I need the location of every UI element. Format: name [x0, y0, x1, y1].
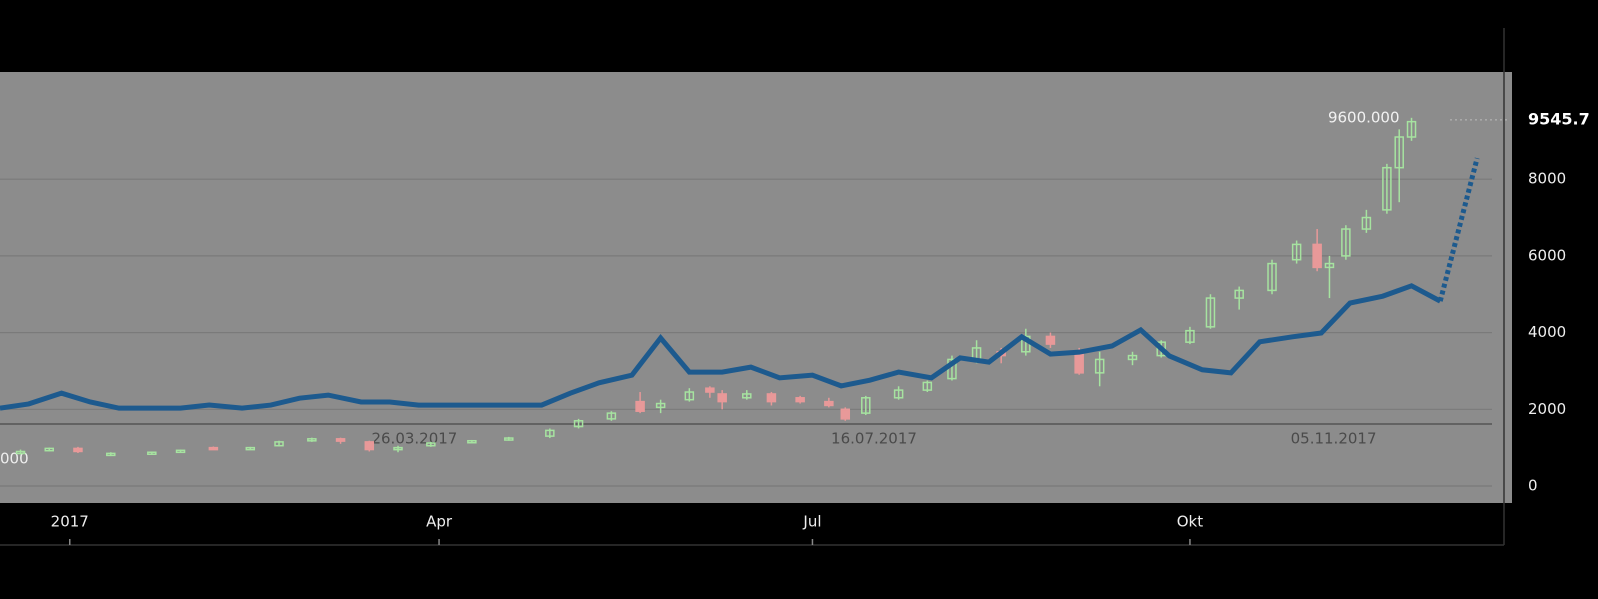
candle-body	[573, 420, 584, 428]
candle-body	[175, 449, 186, 454]
candle-body	[147, 451, 157, 455]
candle-body	[1127, 354, 1138, 361]
candle-body	[861, 397, 871, 414]
candle-body	[635, 400, 645, 412]
y-tick-label: 4000	[1528, 323, 1566, 341]
candle-body	[245, 446, 256, 451]
candle-body	[208, 446, 219, 451]
candle-body	[840, 408, 851, 420]
candle-body	[364, 441, 375, 451]
candle-body	[1291, 243, 1302, 261]
candle-body	[1406, 120, 1417, 138]
x-tick-label: Okt	[1177, 513, 1203, 531]
candle-body	[274, 441, 284, 447]
candle-body	[15, 450, 26, 455]
candle-body	[893, 389, 904, 399]
candle-body	[1074, 351, 1084, 374]
y-tick-label: 6000	[1528, 246, 1566, 264]
candle-body	[922, 381, 933, 391]
date-annotation: 16.07.2017	[831, 430, 917, 448]
candle-body	[106, 452, 116, 457]
candle-body	[504, 437, 514, 441]
candle-body	[684, 391, 695, 401]
candle-body	[467, 439, 477, 444]
candle-body	[742, 393, 752, 399]
candle-body	[705, 387, 715, 393]
line-series	[1437, 157, 1480, 302]
candle-body	[1205, 297, 1216, 328]
candle-body	[1361, 216, 1372, 230]
plot-panel	[0, 72, 1512, 503]
candle-body	[1094, 358, 1105, 374]
candle-body	[717, 393, 727, 403]
candle-body	[1267, 262, 1277, 292]
candle-body	[426, 442, 436, 447]
candle-body	[766, 393, 777, 403]
candle-body	[73, 447, 83, 453]
candle-body	[335, 438, 346, 442]
candle-body	[606, 412, 617, 420]
x-tick-label: Apr	[426, 513, 453, 531]
candle-body	[795, 397, 805, 403]
candle-body	[1312, 243, 1322, 269]
candle-body	[1045, 335, 1056, 345]
x-tick-label: Jul	[802, 513, 821, 531]
high-label: 9600.000	[1328, 108, 1400, 126]
candle-body	[1394, 136, 1404, 169]
date-annotation: 05.11.2017	[1291, 430, 1377, 448]
candle-body	[824, 400, 834, 407]
date-annotation: 26.03.2017	[371, 430, 457, 448]
y-tick-label: 0	[1528, 476, 1538, 494]
line-series	[0, 283, 1442, 411]
candle-body	[1382, 166, 1392, 211]
candle-body	[655, 402, 666, 409]
x-tick-label: 2017	[51, 513, 89, 531]
candle-body	[1185, 329, 1195, 343]
candle-body	[1324, 262, 1335, 269]
last-price-label: 9545.7	[1528, 109, 1590, 128]
candle-body	[1234, 289, 1244, 299]
candle-body	[44, 447, 54, 452]
y-tick-label: 8000	[1528, 170, 1566, 188]
candle-body	[545, 429, 555, 437]
candle-body	[1341, 228, 1351, 257]
candle-body	[307, 438, 317, 442]
candle-body	[393, 446, 403, 451]
y-tick-label: 2000	[1528, 400, 1566, 418]
